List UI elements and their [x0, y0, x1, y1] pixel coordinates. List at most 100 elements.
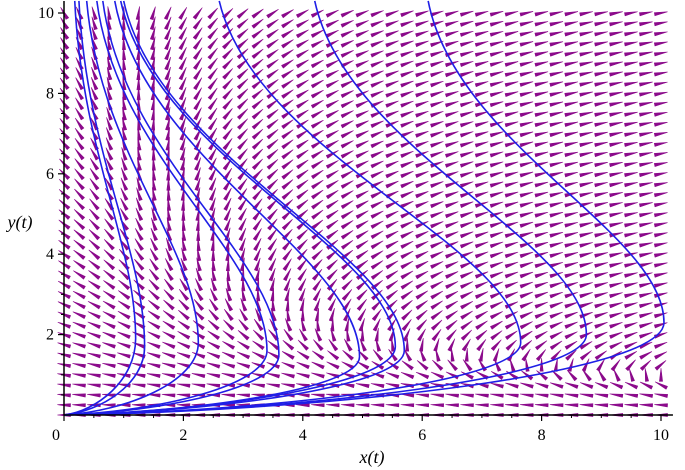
field-arrow [296, 239, 308, 251]
field-arrow [624, 381, 639, 390]
field-arrow [120, 208, 129, 221]
field-arrow [489, 261, 504, 269]
field-arrow [105, 177, 114, 191]
field-arrow [330, 328, 337, 342]
field-arrow [209, 298, 219, 312]
field-arrow [178, 7, 188, 20]
field-arrow [385, 80, 399, 88]
field-arrow [325, 110, 339, 119]
field-arrow [489, 91, 504, 97]
field-arrow [341, 269, 353, 281]
field-arrow [400, 191, 414, 199]
field-arrow [251, 383, 265, 388]
field-arrow [447, 338, 456, 352]
field-arrow [311, 372, 325, 379]
field-arrow [344, 317, 350, 332]
field-arrow [385, 220, 399, 229]
field-arrow [564, 232, 579, 238]
field-arrow [549, 393, 564, 398]
field-arrow [90, 97, 99, 111]
field-arrow [296, 39, 309, 49]
field-arrow [370, 190, 384, 199]
field-arrow [167, 197, 171, 211]
field-arrow [609, 382, 624, 390]
field-arrow [445, 10, 459, 17]
field-arrow [639, 359, 652, 371]
field-arrow [579, 242, 593, 248]
field-arrow [609, 11, 623, 17]
field-arrow [300, 307, 305, 322]
field-arrow [312, 278, 322, 291]
field-arrow [400, 221, 414, 229]
field-arrow [178, 27, 187, 40]
field-arrow [609, 152, 623, 157]
field-arrow [549, 181, 564, 188]
field-arrow [564, 222, 579, 228]
field-arrow [594, 282, 608, 288]
field-arrow [460, 141, 474, 148]
field-arrow [281, 219, 293, 231]
field-arrow [564, 302, 578, 309]
field-arrow [340, 10, 354, 18]
field-arrow [609, 403, 624, 408]
field-arrow [207, 37, 218, 50]
field-arrow [359, 338, 367, 352]
field-arrow [370, 200, 384, 209]
field-arrow [644, 368, 649, 382]
field-arrow [609, 61, 623, 67]
field-arrow [445, 161, 459, 168]
field-arrow [549, 21, 564, 27]
field-arrow [654, 122, 668, 127]
field-arrow [639, 81, 653, 87]
field-arrow [639, 302, 653, 309]
field-arrow [534, 211, 549, 218]
field-arrow [534, 121, 549, 127]
field-arrow [375, 338, 381, 352]
field-arrow [206, 383, 221, 388]
field-arrow [370, 170, 384, 179]
field-arrow [251, 38, 264, 49]
field-arrow [266, 372, 280, 379]
field-arrow [181, 247, 188, 262]
field-arrow [197, 247, 202, 262]
field-arrow [474, 71, 489, 77]
field-arrow [639, 242, 653, 248]
field-arrow [431, 329, 442, 342]
field-arrow [400, 300, 413, 311]
field-arrow [281, 79, 294, 89]
field-arrow [266, 129, 279, 140]
field-arrow [534, 291, 549, 299]
field-arrow [639, 393, 654, 398]
field-arrow [281, 179, 294, 190]
field-arrow [564, 121, 579, 127]
field-arrow [177, 341, 191, 350]
field-arrow [370, 80, 384, 88]
field-arrow [236, 362, 251, 369]
field-arrow [254, 267, 260, 282]
field-arrow [355, 383, 370, 389]
field-arrow [370, 260, 384, 270]
field-arrow [122, 46, 127, 61]
field-arrow [103, 290, 116, 300]
field-arrow [385, 130, 399, 138]
field-arrow [579, 172, 593, 178]
field-arrow [504, 171, 519, 178]
field-arrow [122, 96, 127, 111]
field-arrow [624, 222, 638, 228]
field-arrow [504, 291, 519, 299]
field-arrow [654, 81, 668, 87]
field-arrow [474, 121, 489, 128]
field-arrow [357, 349, 369, 361]
field-arrow [415, 110, 429, 118]
field-arrow [654, 381, 668, 390]
field-arrow [104, 218, 115, 231]
field-arrow [400, 120, 414, 128]
field-arrow [251, 128, 264, 140]
field-arrow [266, 79, 279, 89]
field-arrow [207, 341, 221, 350]
field-arrow [639, 31, 653, 37]
field-arrow [236, 393, 251, 398]
field-arrow [91, 66, 99, 81]
field-arrow [415, 241, 429, 249]
field-arrow [121, 16, 126, 30]
